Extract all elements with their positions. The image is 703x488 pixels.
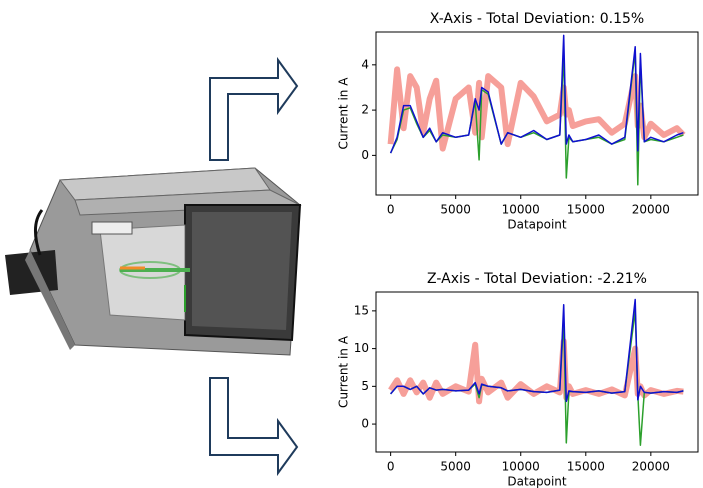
x-tick-label: 5000	[440, 460, 471, 474]
x-tick-label: 10000	[502, 460, 540, 474]
x-tick-label: 15000	[567, 203, 605, 217]
x-tick-label: 10000	[502, 203, 540, 217]
y-tick-label: 15	[354, 303, 369, 317]
y-tick-label: 5	[361, 379, 369, 393]
arrow-up-right	[209, 56, 299, 161]
y-tick-label: 2	[361, 103, 369, 117]
y-tick-label: 4	[361, 57, 369, 71]
y-tick-label: 0	[361, 148, 369, 162]
plot-frame	[375, 31, 699, 196]
plot-frame	[375, 291, 699, 453]
x-tick-label: 20000	[632, 460, 670, 474]
y-axis-label: Current in A	[337, 77, 351, 150]
chart-title: Z-Axis - Total Deviation: -2.21%	[427, 271, 647, 287]
machine-illustration	[5, 167, 302, 356]
x-axis-label: Datapoint	[507, 218, 567, 232]
series-line	[390, 298, 684, 403]
x-axis-label: Datapoint	[507, 475, 567, 488]
x-tick-label: 20000	[632, 203, 670, 217]
x-tick-label: 0	[387, 203, 395, 217]
series-line	[389, 34, 684, 154]
arrow-down-right	[209, 377, 299, 477]
x-tick-label: 15000	[567, 460, 605, 474]
chart-title: X-Axis - Total Deviation: 0.15%	[430, 11, 644, 27]
y-axis-label: Current in A	[337, 335, 351, 408]
y-tick-label: 10	[354, 341, 369, 355]
x-tick-label: 5000	[440, 203, 471, 217]
x-tick-label: 0	[387, 460, 395, 474]
y-tick-label: 0	[361, 417, 369, 431]
series-line	[389, 50, 684, 186]
